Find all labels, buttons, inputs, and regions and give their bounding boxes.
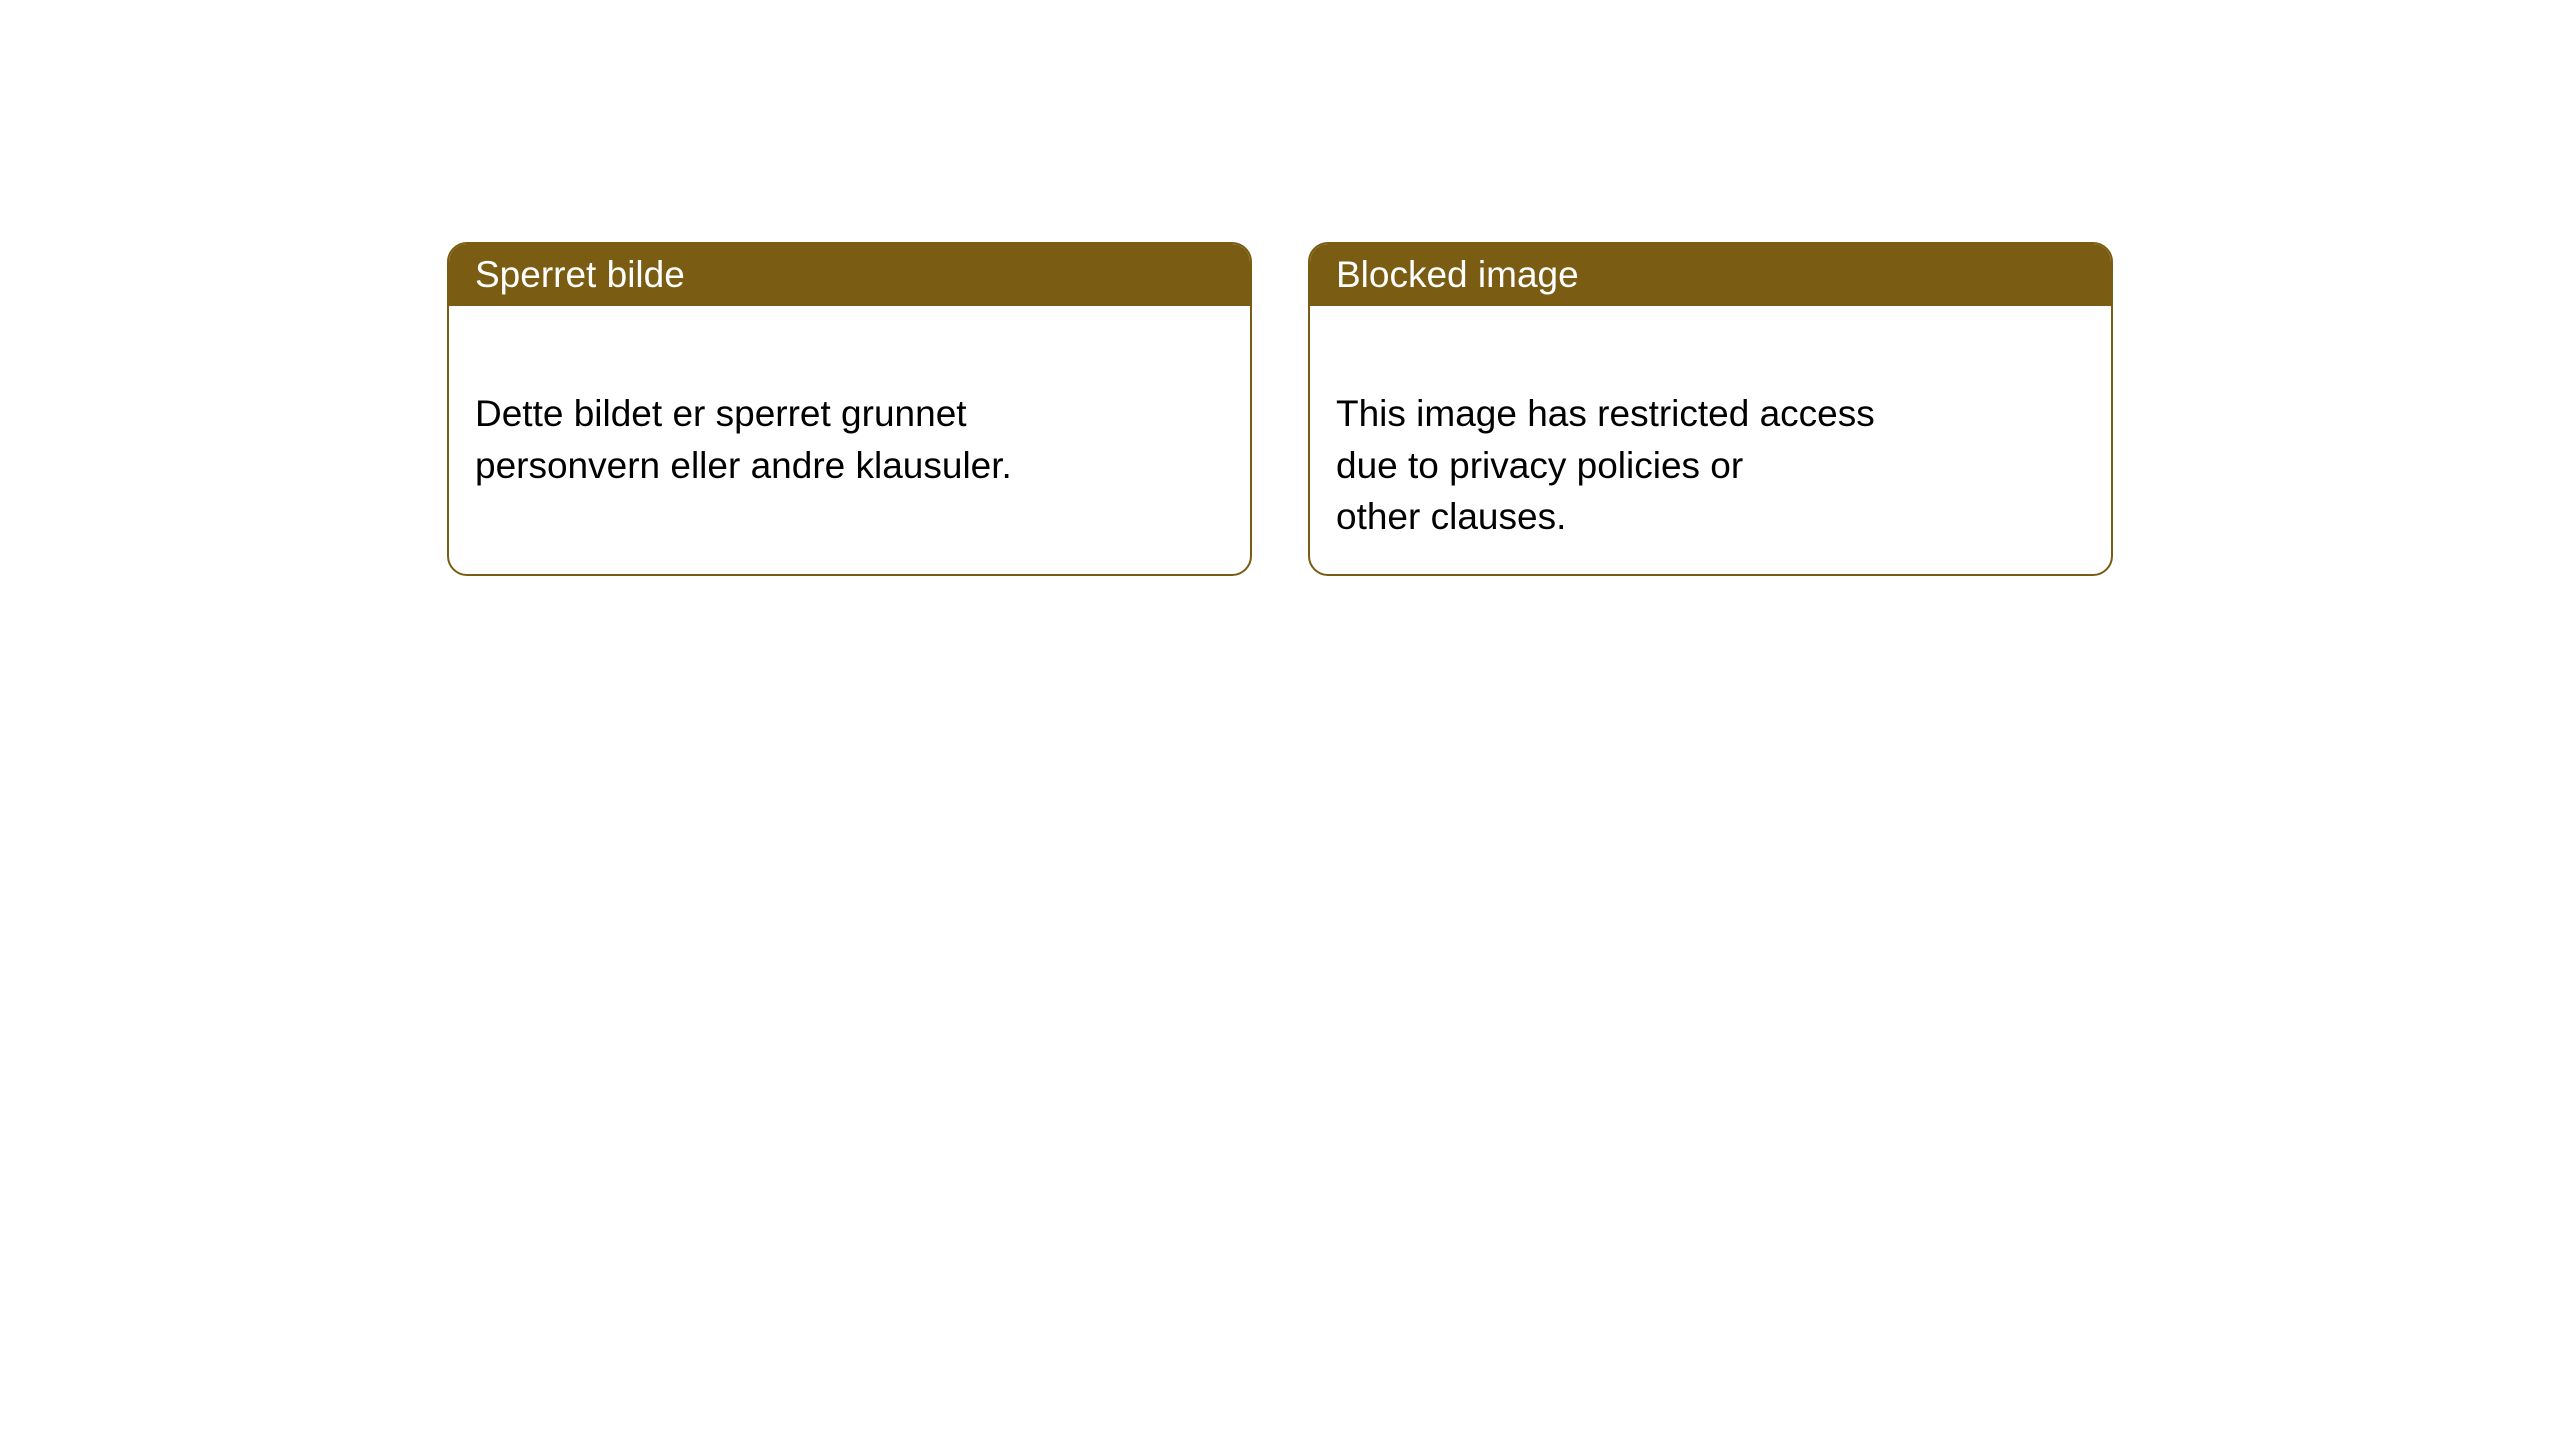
notice-card-norwegian: Sperret bilde Dette bildet er sperret gr… <box>447 242 1252 576</box>
notice-body-norwegian: Dette bildet er sperret grunnet personve… <box>449 306 1250 521</box>
notice-card-english: Blocked image This image has restricted … <box>1308 242 2113 576</box>
notice-header-norwegian: Sperret bilde <box>449 244 1250 306</box>
notice-container: Sperret bilde Dette bildet er sperret gr… <box>447 242 2113 576</box>
notice-text-english: This image has restricted access due to … <box>1336 393 1875 538</box>
notice-body-english: This image has restricted access due to … <box>1310 306 2111 573</box>
notice-text-norwegian: Dette bildet er sperret grunnet personve… <box>475 393 1012 486</box>
notice-title-norwegian: Sperret bilde <box>475 254 685 295</box>
notice-title-english: Blocked image <box>1336 254 1579 295</box>
notice-header-english: Blocked image <box>1310 244 2111 306</box>
